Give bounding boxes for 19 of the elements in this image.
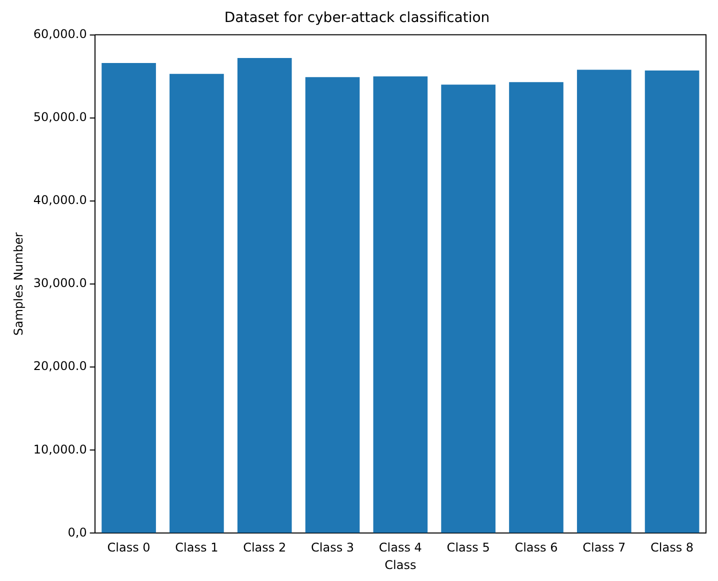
y-tick-label: 50,000.0	[33, 110, 87, 124]
y-tick-label: 60,000.0	[33, 26, 87, 41]
x-tick-label: Class 0	[107, 540, 150, 555]
y-tick-label: 20,000.0	[33, 359, 87, 374]
x-tick-label: Class 6	[514, 540, 558, 555]
x-tick-label: Class 8	[650, 540, 694, 555]
y-tick-label: 0,0	[68, 525, 87, 540]
x-tick-label: Class 3	[310, 540, 354, 555]
y-tick-label: 40,000.0	[33, 193, 87, 208]
y-tick-label: 10,000.0	[33, 442, 87, 456]
x-tick-label: Class 2	[243, 540, 286, 555]
x-tick-label: Class 5	[446, 540, 490, 555]
x-tick-label: Class 1	[175, 540, 218, 555]
y-tick-label: 30,000.0	[33, 276, 87, 290]
x-tick-label: Class 4	[378, 540, 422, 555]
y-axis-title: Samples Number	[11, 232, 26, 336]
chart-title: Dataset for cyber-attack classification	[224, 10, 490, 26]
x-axis-title: Class	[384, 558, 416, 572]
x-tick-label: Class 7	[582, 540, 626, 555]
